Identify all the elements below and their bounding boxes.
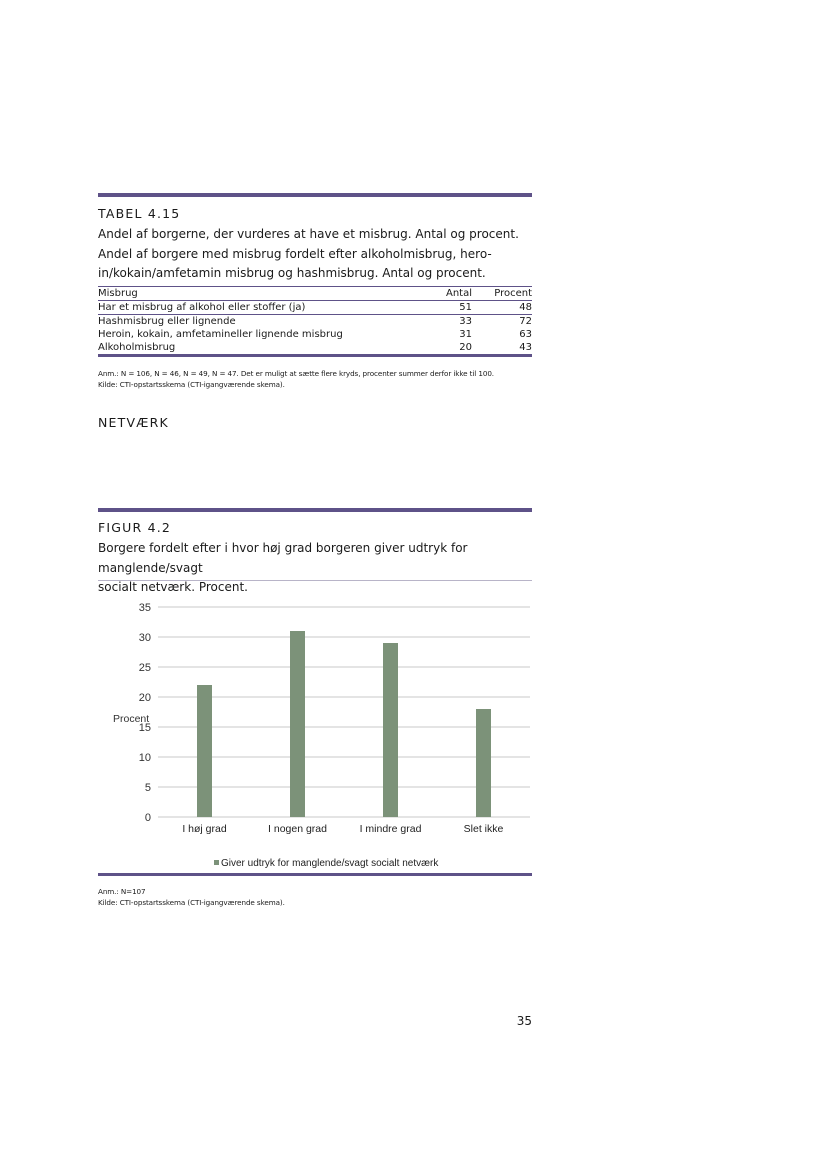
table-header-bottom-rule	[98, 300, 532, 301]
x-tick-label: I høj grad	[182, 823, 227, 835]
table-note: Anm.: N = 106, N = 46, N = 49, N = 47. D…	[98, 368, 538, 390]
section-heading: NETVÆRK	[98, 415, 169, 430]
table-caption: Andel af borgerne, der vurderes at have …	[98, 225, 538, 284]
table-caption-line: Andel af borgere med misbrug fordelt eft…	[98, 246, 492, 261]
column-header-misbrug: Misbrug	[98, 288, 138, 299]
table-cell: 31	[459, 329, 472, 340]
table-cell: 51	[459, 302, 472, 313]
table-row: Alkoholmisbrug 20 43	[98, 341, 532, 354]
table-cell: Har et misbrug af alkohol eller stoffer …	[98, 302, 306, 313]
table-cell: 20	[459, 342, 472, 353]
table-cell: 63	[519, 329, 532, 340]
table-note-text: Anm.: N = 106, N = 46, N = 49, N = 47. D…	[98, 369, 494, 378]
figure-caption-line: Borgere fordelt efter i hvor høj grad bo…	[98, 541, 468, 575]
y-tick-label: 25	[139, 662, 151, 674]
table-row: Heroin, kokain, amfetamineller lignende …	[98, 328, 532, 341]
legend-label: Giver udtryk for manglende/svagt socialt…	[221, 858, 439, 869]
y-tick-label: 35	[139, 602, 151, 614]
table-cell: Heroin, kokain, amfetamineller lignende …	[98, 329, 343, 340]
table-bottom-rule	[98, 354, 532, 357]
y-tick-label: 10	[139, 752, 151, 764]
figure-source-text: Kilde: CTI-opstartsskema (CTI-igangværen…	[98, 898, 285, 907]
bar	[383, 643, 398, 817]
column-header-antal: Antal	[445, 288, 472, 299]
table-row-rule	[98, 314, 532, 315]
legend-swatch	[214, 860, 219, 865]
figure-bottom-rule	[98, 873, 532, 876]
figure-note-text: Anm.: N=107	[98, 887, 146, 896]
page-number: 35	[516, 1014, 532, 1028]
y-tick-label: 30	[139, 632, 151, 644]
x-tick-label: Slet ikke	[464, 823, 504, 835]
y-axis-label: Procent	[113, 713, 149, 725]
y-tick-label: 15	[139, 722, 151, 734]
misbrug-table: Misbrug Antal Procent	[98, 287, 532, 300]
table-caption-line: in/kokain/amfetamin misbrug og hashmisbr…	[98, 266, 486, 280]
figure-caption: Borgere fordelt efter i hvor høj grad bo…	[98, 539, 538, 598]
figure-top-rule	[98, 508, 532, 512]
table-cell: 72	[519, 316, 532, 327]
table-label: TABEL 4.15	[98, 206, 181, 221]
figure-caption-rule	[98, 580, 532, 581]
x-tick-label: I nogen grad	[268, 823, 327, 835]
y-tick-label: 0	[145, 812, 151, 824]
table-body-sub: Hashmisbrug eller lignende 33 72 Heroin,…	[98, 315, 532, 354]
bar	[476, 709, 491, 817]
bar	[290, 631, 305, 817]
table-header-top-rule	[98, 286, 532, 287]
table-cell: 33	[459, 316, 472, 327]
bar-chart: 0 5 10 15 20 25 30 35 Procent I høj grad I nogen g…	[113, 602, 530, 869]
table-row: Har et misbrug af alkohol eller stoffer …	[98, 301, 532, 314]
figure-caption-line: socialt netværk. Procent.	[98, 580, 248, 594]
table-header-row: Misbrug Antal Procent	[98, 287, 532, 300]
figure-note: Anm.: N=107 Kilde: CTI-opstartsskema (CT…	[98, 886, 538, 908]
table-cell: Alkoholmisbrug	[98, 342, 176, 353]
table-source-text: Kilde: CTI-opstartsskema (CTI-igangværen…	[98, 380, 285, 389]
table-body: Har et misbrug af alkohol eller stoffer …	[98, 301, 532, 314]
table-cell: Hashmisbrug eller lignende	[98, 316, 236, 327]
table-cell: 43	[519, 342, 532, 353]
column-header-procent: Procent	[494, 288, 532, 299]
x-tick-label: I mindre grad	[360, 823, 422, 835]
table-top-rule	[98, 193, 532, 197]
table-caption-line: Andel af borgerne, der vurderes at have …	[98, 227, 519, 241]
y-tick-label: 5	[145, 782, 151, 794]
figure-label: FIGUR 4.2	[98, 520, 172, 535]
bar	[197, 685, 212, 817]
table-cell: 48	[519, 302, 532, 313]
y-tick-label: 20	[139, 692, 151, 704]
table-row: Hashmisbrug eller lignende 33 72	[98, 315, 532, 328]
